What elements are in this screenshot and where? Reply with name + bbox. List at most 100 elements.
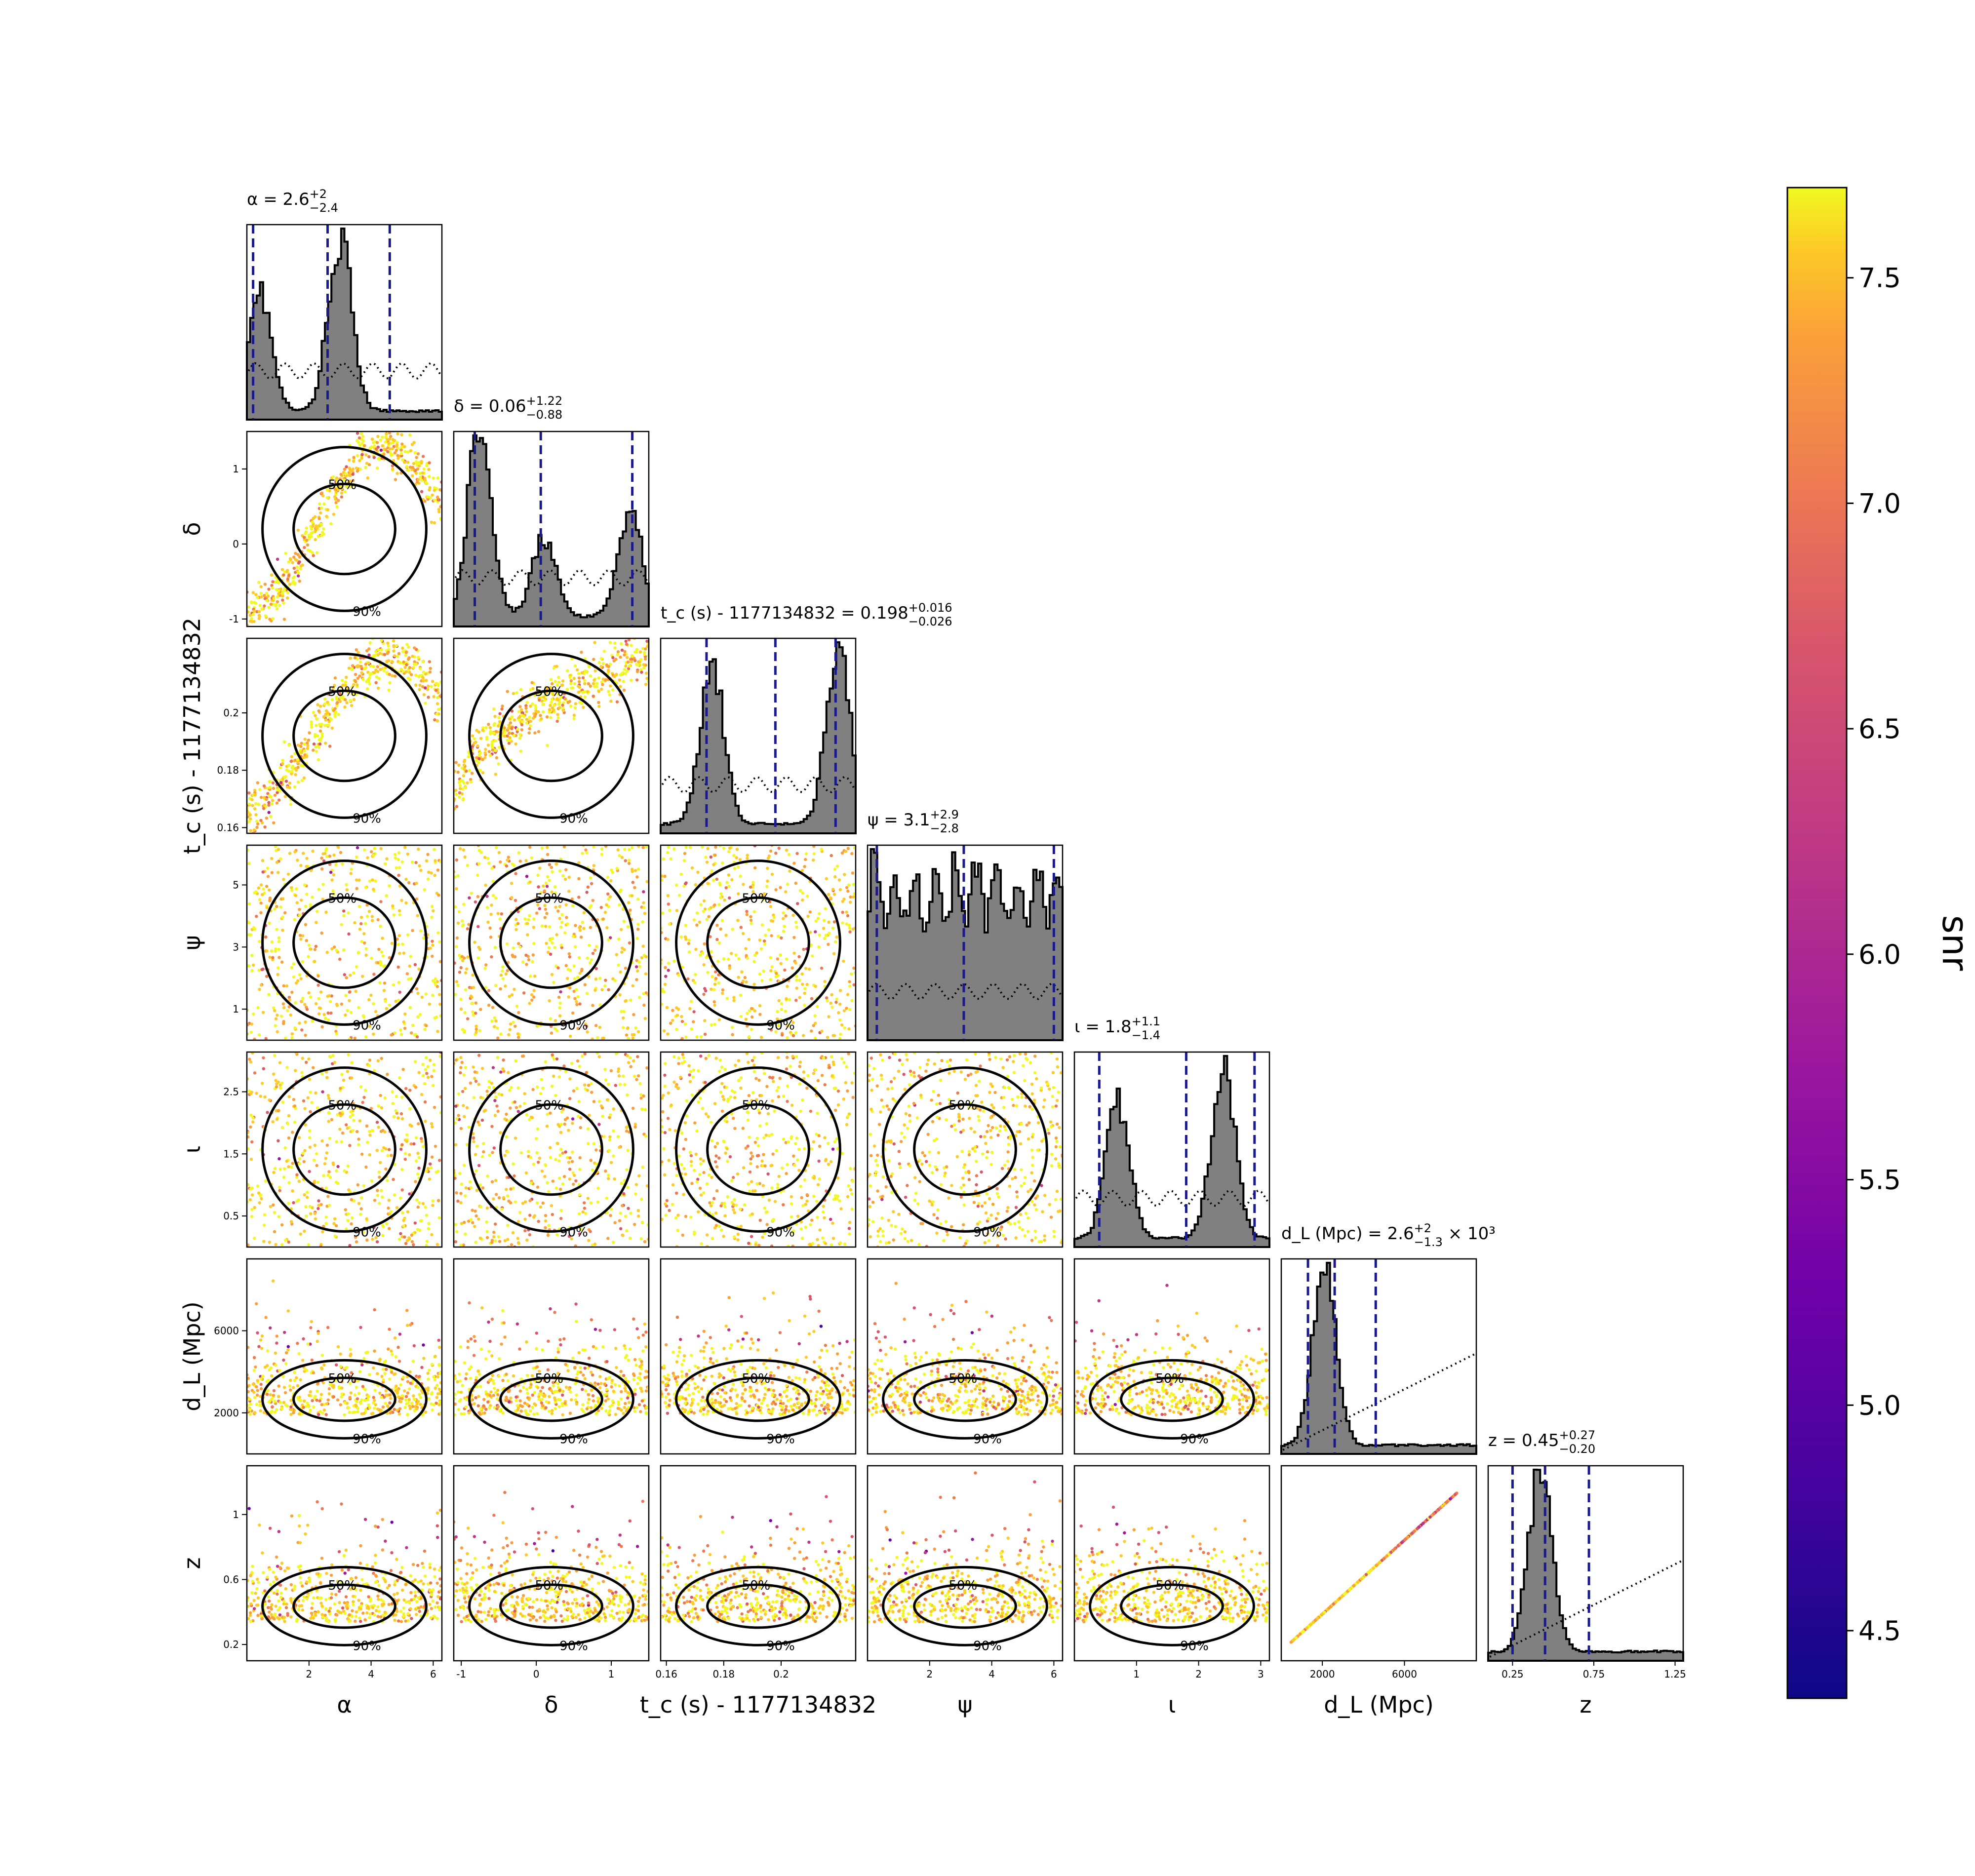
panel-iota-vs-alpha: 50% 90% 0.5 1.5 2.5 ι [179,1051,443,1248]
prior-line-alpha [247,362,441,380]
contour-90-psi-vs-delta [468,860,634,1026]
panel-tc-vs-alpha: 50% 90% 0.16 0.18 0.2 t_c (s) - 1177134832 [179,618,443,854]
x-tick-label: 1.25 [1664,1668,1686,1680]
points-dL-vs-alpha [247,1279,442,1417]
contour-50-iota-vs-alpha [292,1103,396,1196]
y-tick-label: 2.5 [223,1086,239,1098]
panel-z-vs-psi: 50% 90% 2 4 6 ψ [867,1465,1064,1718]
axes-frame [1280,1258,1477,1455]
axes-frame [246,224,443,421]
contour-50-dL-vs-psi [913,1376,1017,1422]
contour-label-50: 50% [742,1098,770,1113]
y-tick-label: 1.5 [223,1148,239,1160]
axes-frame [453,1051,650,1248]
x-axis-label-delta: δ [544,1691,558,1718]
panel-z-vs-alpha: 50% 90% 2 4 6 α 0.2 0.6 1 z [179,1465,443,1718]
panel-title-tc: t_c (s) - 1177134832 = 0.198+0.016 −0.026 [661,601,952,628]
contour-90-z-vs-tc [675,1565,841,1646]
axes-frame [867,844,1064,1041]
panel-iota-vs-iota [1073,1051,1270,1248]
contour-label-50: 50% [742,1578,770,1593]
x-tick-label: 4 [368,1668,374,1680]
panel-dL-vs-tc: 50% 90% [660,1258,857,1455]
axes-frame [660,1051,857,1248]
panel-title-dL: d_L (Mpc) = 2.6+2 −1.3 × 10³ [1281,1221,1496,1249]
x-axis-label-psi: ψ [957,1691,972,1718]
contour-90-iota-vs-delta [468,1066,634,1233]
contour-label-90: 90% [766,1225,795,1240]
contour-50-iota-vs-tc [706,1103,810,1196]
points-psi-vs-alpha [247,845,442,1040]
panel-psi-vs-alpha: 50% 90% 1 3 5 ψ [179,844,443,1041]
axes-frame [660,844,857,1041]
contour-label-90: 90% [353,811,381,826]
panel-iota-vs-tc: 50% 90% [660,1051,857,1248]
points-tc-vs-delta [454,638,649,811]
contour-50-delta-vs-alpha [292,482,396,576]
contour-50-psi-vs-tc [706,896,810,989]
x-tick-label: 0.16 [655,1668,677,1680]
points-dL-vs-iota [1074,1284,1269,1417]
y-tick-label: 6000 [214,1325,239,1337]
axes-frame [246,844,443,1041]
x-tick-label: 1 [1133,1668,1140,1680]
panel-title-alpha: α = 2.6+2 −2.4 [247,187,338,215]
points-z-vs-delta [454,1490,649,1623]
contour-label-90: 90% [353,1225,381,1240]
panel-dL-vs-iota: 50% 90% [1073,1258,1270,1455]
histogram-iota [1073,1055,1270,1248]
contour-label-90: 90% [559,811,588,826]
contour-90-dL-vs-tc [675,1359,841,1440]
colorbar-tick-label: 6.5 [1858,713,1901,744]
colorbar-gradient [1786,187,1848,1699]
panel-iota-vs-delta: 50% 90% [453,1051,650,1248]
panel-z-vs-iota: 50% 90% 1 2 3 ι [1073,1465,1270,1718]
contour-90-psi-vs-tc [675,860,841,1026]
x-tick-label: 6000 [1392,1668,1417,1680]
contour-50-dL-vs-delta [499,1376,603,1422]
y-axis-label-tc: t_c (s) - 1177134832 [179,618,205,854]
x-tick-label: 6 [1051,1668,1057,1680]
x-tick-label: 4 [988,1668,995,1680]
axes-frame [660,637,857,834]
panel-dL-vs-delta: 50% 90% [453,1258,650,1455]
x-tick-label: 6 [430,1668,436,1680]
contour-label-50: 50% [535,1578,563,1593]
y-tick-label: 5 [233,879,239,891]
contour-label-50: 50% [535,1371,563,1386]
contour-90-dL-vs-alpha [261,1359,428,1440]
panel-title-delta: δ = 0.06+1.22 −0.88 [454,394,562,422]
contour-label-50: 50% [328,1371,356,1386]
panel-z-vs-delta: 50% 90% -1 0 1 δ [453,1465,650,1718]
contour-50-z-vs-alpha [292,1583,396,1629]
y-tick-label: -1 [229,613,239,625]
points-z-vs-iota [1074,1505,1269,1624]
histogram-z [1487,1468,1684,1662]
axes-frame [246,1258,443,1455]
x-tick-label: 2 [1195,1668,1202,1680]
x-tick-label: 0.2 [773,1668,789,1680]
x-tick-label: 3 [1258,1668,1264,1680]
contour-label-90: 90% [973,1639,1002,1653]
points-delta-vs-alpha [247,431,442,626]
x-tick-label: 2 [306,1668,312,1680]
prior-line-psi [868,982,1062,1000]
prior-line-tc [661,776,855,793]
axes-frame [660,1258,857,1455]
y-axis-label-psi: ψ [179,935,205,950]
points-tc-vs-alpha [247,638,442,833]
x-tick-label: 0.25 [1501,1668,1524,1680]
contour-label-90: 90% [559,1018,588,1033]
contour-label-90: 90% [353,1018,381,1033]
y-tick-label: 1 [233,1003,239,1015]
y-tick-label: 0 [233,538,239,550]
axes-frame [867,1258,1064,1455]
x-tick-label: 0 [533,1668,540,1680]
panel-dL-vs-psi: 50% 90% [867,1258,1064,1455]
panel-dL-vs-alpha: 50% 90% 2000 6000 d_L (Mpc) [179,1258,443,1455]
contour-50-z-vs-iota [1120,1583,1224,1629]
points-z-vs-psi [868,1471,1063,1624]
contour-label-50: 50% [328,1578,356,1593]
contour-label-50: 50% [535,891,563,906]
axes-frame [246,1465,443,1662]
